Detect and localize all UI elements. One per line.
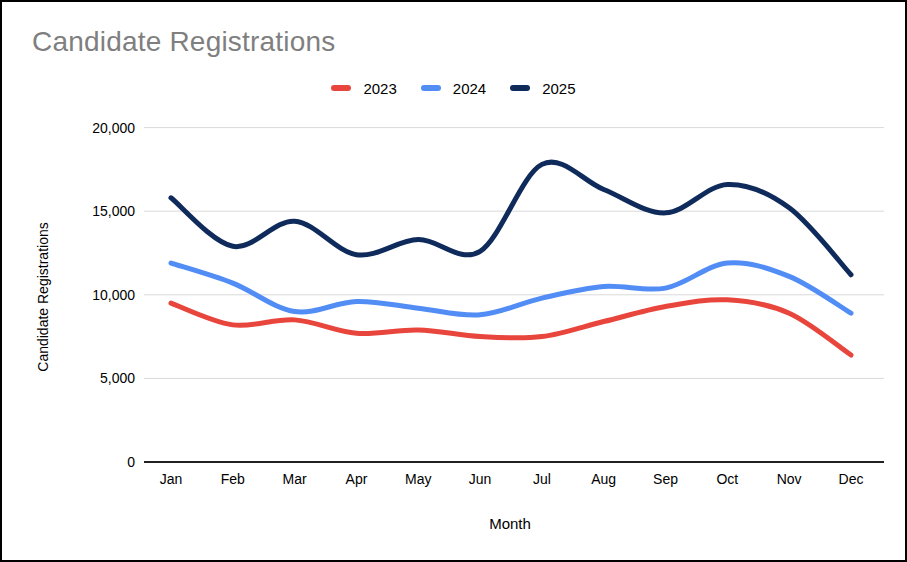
x-tick-label: Apr — [326, 471, 386, 487]
series-line-2025 — [171, 162, 851, 275]
chart-canvas: Candidate Registrations 202320242025 Can… — [0, 0, 907, 562]
x-tick-label: May — [388, 471, 448, 487]
x-tick-label: Feb — [203, 471, 263, 487]
y-tick-label: 0 — [65, 454, 135, 470]
y-tick-label: 5,000 — [65, 370, 135, 386]
x-tick-label: Oct — [697, 471, 757, 487]
y-tick-label: 10,000 — [65, 287, 135, 303]
x-tick-label: Jun — [450, 471, 510, 487]
x-tick-label: Nov — [759, 471, 819, 487]
x-tick-label: Jul — [512, 471, 572, 487]
x-tick-label: Mar — [265, 471, 325, 487]
x-tick-label: Dec — [821, 471, 881, 487]
x-tick-label: Sep — [636, 471, 696, 487]
series-line-2024 — [171, 263, 851, 315]
y-tick-label: 20,000 — [65, 120, 135, 136]
x-axis-title: Month — [489, 515, 531, 532]
y-tick-label: 15,000 — [65, 203, 135, 219]
y-axis-title: Candidate Registrations — [35, 222, 51, 371]
x-tick-label: Aug — [574, 471, 634, 487]
x-tick-label: Jan — [141, 471, 201, 487]
